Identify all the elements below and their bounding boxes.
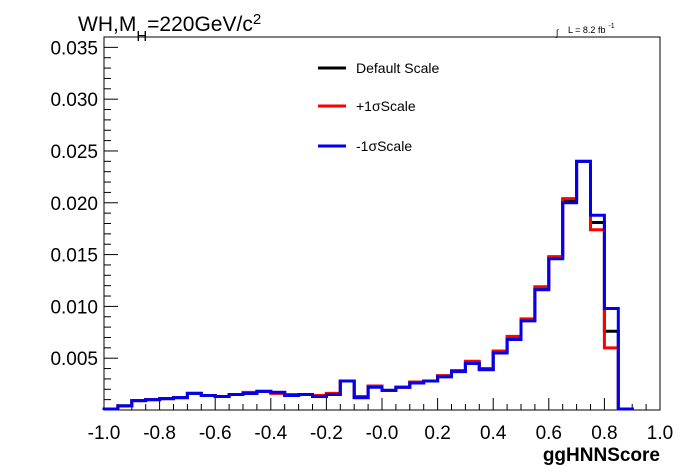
x-tick-label: 0.2	[424, 423, 450, 444]
y-tick-label: 0.035	[50, 38, 98, 59]
x-tick-label: -1.0	[88, 423, 121, 444]
x-tick-label: 0.8	[591, 423, 617, 444]
series-line-3	[102, 159, 634, 411]
legend-label: -1σScale	[356, 138, 412, 154]
x-tick-label: 0.4	[480, 423, 507, 444]
x-tick-label: -0.6	[199, 423, 232, 444]
y-axis: 0.005 0.010 0.015 0.020 0.025 0.030 0.035	[50, 38, 118, 401]
lumi-integral-symbol: ∫	[555, 28, 560, 38]
chart-title: WH,MH=220GeV/c2	[78, 11, 261, 45]
x-tick-label: -0.4	[254, 423, 287, 444]
y-tick-label: 0.005	[50, 349, 98, 370]
y-tick-label: 0.010	[50, 297, 98, 318]
y-tick-label: 0.015	[50, 246, 98, 267]
series-line-2	[102, 159, 634, 411]
x-tick-label: 0.6	[536, 423, 562, 444]
y-tick-label: 0.025	[50, 142, 98, 163]
x-axis: -1.0 -0.8 -0.6 -0.4 -0.2 -0.0 0.2 0.4 0.6 0.8 1.0	[88, 398, 673, 444]
plot-frame	[103, 36, 661, 411]
x-tick-label: -0.0	[366, 423, 399, 444]
x-tick-label: 1.0	[647, 423, 673, 444]
y-tick-label: 0.030	[50, 90, 98, 111]
x-tick-label: -0.2	[310, 423, 343, 444]
y-tick-label: 0.020	[50, 194, 98, 215]
series-layer	[102, 159, 634, 411]
series-line-1	[102, 159, 634, 411]
x-tick-label: -0.8	[143, 423, 176, 444]
plot-border	[103, 36, 661, 411]
lumi-label: L = 8.2 fb -1	[568, 23, 615, 35]
x-axis-label: ggHNNScore	[543, 445, 660, 466]
legend-label: Default Scale	[356, 60, 439, 76]
legend: Default Scale +1σScale -1σScale	[318, 60, 439, 154]
legend-label: +1σScale	[356, 98, 416, 114]
